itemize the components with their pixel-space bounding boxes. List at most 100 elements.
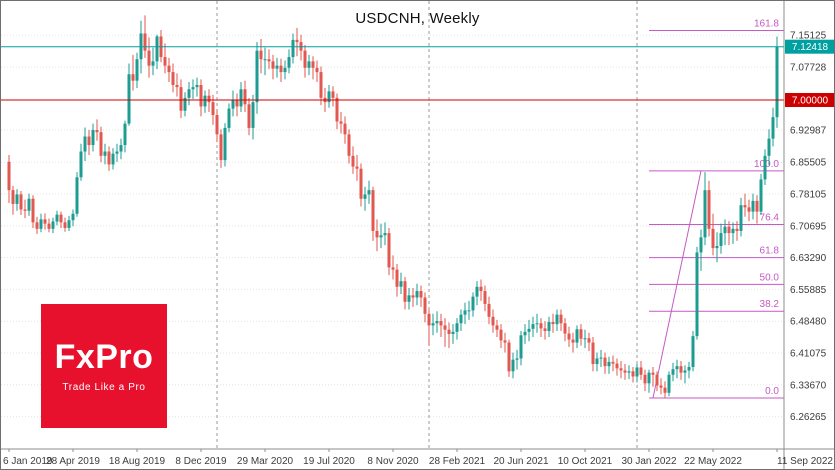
candle (687, 361, 691, 379)
candle (203, 90, 207, 113)
y-axis-label: 6.41075 (790, 348, 827, 359)
candle (223, 123, 227, 167)
candle (431, 313, 435, 336)
fib-label: 61.8 (760, 246, 780, 257)
candle (471, 292, 475, 317)
candle (27, 193, 31, 216)
candle (219, 129, 223, 168)
candle (483, 285, 487, 312)
candle (79, 143, 83, 181)
logo-tagline: Trade Like a Pro (62, 381, 146, 393)
candle (487, 296, 491, 325)
candle (15, 189, 19, 211)
svg-text:7.12418: 7.12418 (792, 42, 829, 53)
candle (55, 210, 59, 226)
candle (563, 318, 567, 342)
candle (99, 126, 103, 163)
y-axis-label: 6.55885 (790, 285, 827, 296)
candle (87, 130, 91, 155)
candle (103, 143, 107, 165)
x-axis-label: 28 Apr 2019 (46, 456, 100, 467)
candle (475, 281, 479, 306)
candle (615, 358, 619, 376)
candle (111, 148, 115, 170)
candle (499, 324, 503, 349)
candle (255, 42, 259, 114)
candles (7, 15, 779, 398)
candle (459, 309, 463, 331)
candle (63, 217, 67, 232)
price-axis (784, 1, 834, 469)
candle (195, 77, 199, 97)
candle (715, 232, 719, 263)
y-axis-label: 7.07728 (790, 62, 827, 73)
fib-label: 161.8 (754, 18, 779, 29)
candle (683, 365, 687, 384)
candle (559, 309, 563, 331)
y-axis-label: 6.92987 (790, 126, 827, 137)
candle (123, 120, 127, 153)
candle (135, 52, 139, 88)
fib-label: 76.4 (760, 212, 780, 223)
fibonacci-retracement[interactable]: 0.0 38.2 50.0 61.8 76.4 100.0 161.8 (649, 18, 784, 399)
candle (343, 116, 347, 144)
candle (43, 213, 47, 230)
candle (575, 325, 579, 349)
x-axis-label: 18 Aug 2019 (109, 456, 166, 467)
candle (755, 195, 759, 224)
candle (163, 43, 167, 74)
candle (699, 229, 703, 271)
candle (291, 33, 295, 64)
x-axis-label: 29 Mar 2020 (237, 456, 294, 467)
candle (51, 217, 55, 234)
candle (759, 173, 763, 216)
x-axis-label: 28 Feb 2021 (429, 456, 486, 467)
candle (399, 272, 403, 295)
candle (663, 381, 667, 398)
candle (719, 223, 723, 254)
candle (639, 361, 643, 380)
candle (503, 332, 507, 353)
candle (631, 367, 635, 383)
candle (531, 316, 535, 337)
candle (359, 163, 363, 207)
y-axis-label: 6.78105 (790, 190, 827, 201)
candle (327, 84, 331, 108)
fib-label: 50.0 (760, 272, 780, 283)
candle (491, 309, 495, 333)
candle (667, 371, 671, 397)
candle (115, 143, 119, 162)
candle (723, 219, 727, 246)
candle (375, 219, 379, 252)
candle (447, 322, 451, 349)
candle (635, 364, 639, 383)
candle (727, 221, 731, 246)
current-price-tag: 7.12418 (785, 39, 834, 54)
candle (127, 63, 131, 126)
candle (659, 378, 663, 395)
candle (243, 80, 247, 113)
candle (555, 309, 559, 331)
candle (215, 109, 219, 143)
candle (427, 309, 431, 346)
candle (747, 199, 751, 222)
candle (47, 218, 51, 233)
candle (679, 361, 683, 380)
candle (363, 186, 367, 211)
candle (543, 321, 547, 340)
candle (235, 93, 239, 117)
hline-price-tag: 7.00000 (785, 93, 834, 108)
candle (767, 129, 771, 166)
candle (275, 57, 279, 78)
candle (579, 324, 583, 346)
x-axis-label: 11 Sep 2022 (777, 456, 833, 467)
fib-label: 38.2 (760, 299, 780, 310)
candle (171, 63, 175, 93)
x-axis-label: 8 Nov 2020 (367, 456, 419, 467)
candle (583, 329, 587, 349)
candle (383, 222, 387, 246)
y-axis-label: 7.15125 (790, 31, 827, 42)
candle (523, 324, 527, 344)
